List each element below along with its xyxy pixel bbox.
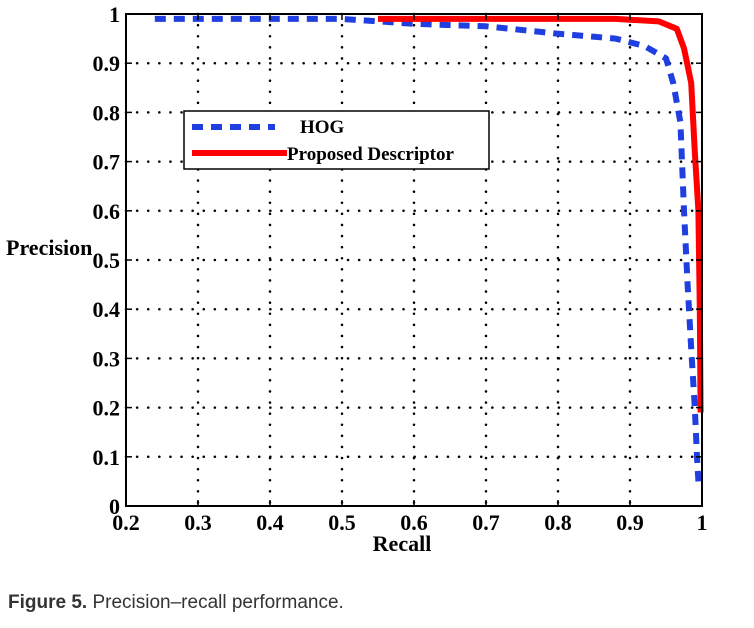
x-axis-label: Recall [373,531,432,556]
precision-recall-chart: 0.2 0.3 0.4 0.5 0.6 0.7 0.8 0.9 1 0 0.1 0.2 0.3 0.4 0.… [6,2,708,556]
figure-caption: Figure 5. Precision–recall performance. [8,592,344,614]
y-tick-label: 0.3 [93,346,121,371]
legend-label-hog: HOG [300,117,345,138]
x-tick-label: 0.2 [112,510,140,535]
grid-lines [124,12,704,508]
y-tick-label: 0.4 [93,297,121,322]
x-tick-label: 0.9 [616,510,644,535]
x-tick-label: 0.3 [184,510,212,535]
y-tick-label: 0.8 [93,100,121,125]
series-line-hog [154,15,702,482]
legend-label-proposed: Proposed Descriptor [287,144,454,165]
y-tick-label: 0.7 [93,150,121,175]
y-tick-label: 0.6 [93,199,121,224]
legend: HOG Proposed Descriptor [183,110,490,170]
axis-ticks: 0.2 0.3 0.4 0.5 0.6 0.7 0.8 0.9 1 0 0.1 0.2 0.3 0.4 0.… [93,2,708,535]
y-axis-label: Precision [6,235,92,260]
y-tick-label: 0.5 [93,248,121,273]
series-line-proposed [378,15,704,413]
x-tick-label: 0.5 [328,510,356,535]
caption-label: Figure 5. [8,592,88,613]
x-tick-label: 0.6 [400,510,428,535]
y-tick-label: 1 [109,2,120,27]
legend-box [183,110,490,170]
x-tick-label: 1 [697,510,708,535]
y-tick-label: 0.1 [93,445,121,470]
y-tick-label: 0 [109,494,120,519]
y-tick-label: 0.9 [93,51,121,76]
caption-text: Precision–recall performance. [87,592,344,613]
x-tick-label: 0.8 [544,510,572,535]
x-tick-label: 0.7 [472,510,500,535]
series-lines [154,15,704,482]
y-tick-label: 0.2 [93,396,121,421]
x-tick-label: 0.4 [256,510,284,535]
